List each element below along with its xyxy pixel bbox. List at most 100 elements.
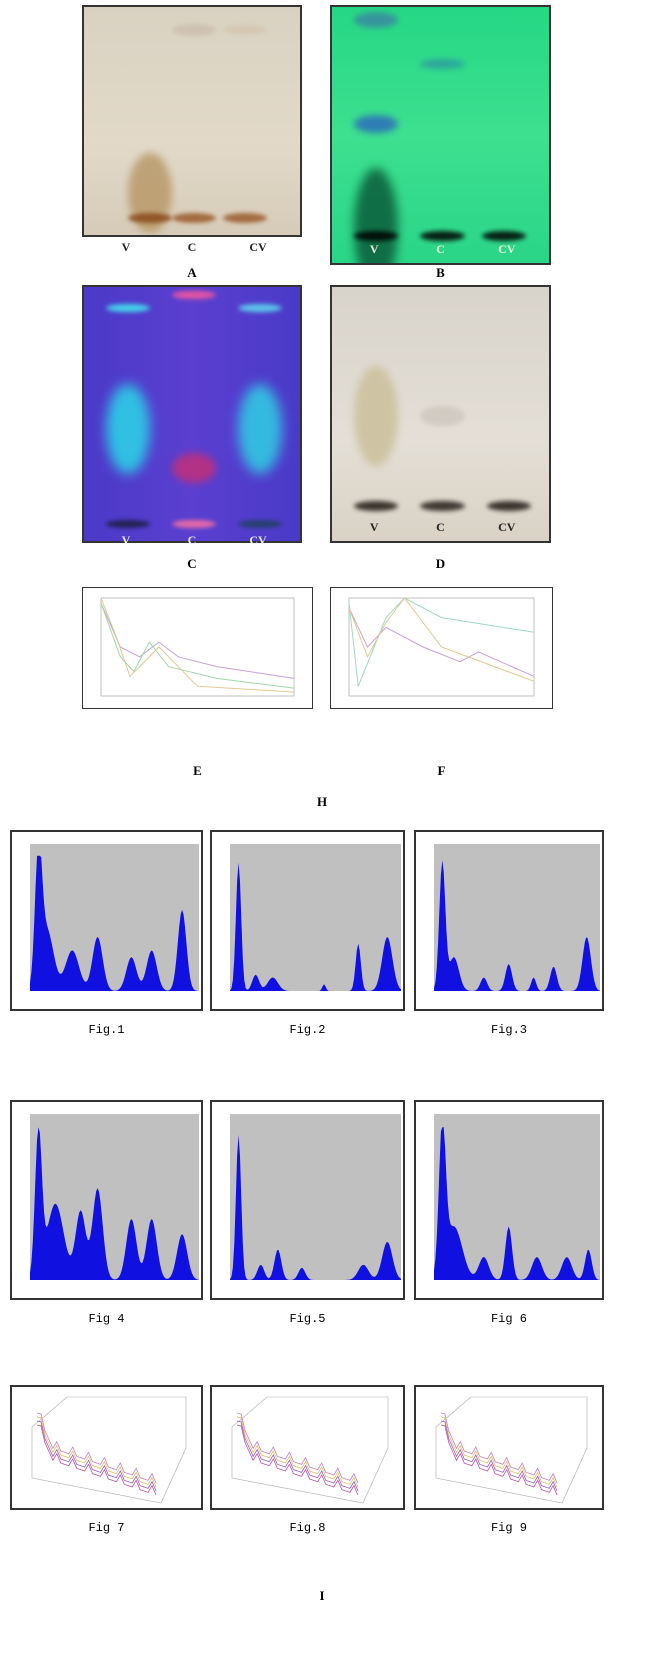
lane-label: CV: [249, 533, 267, 547]
densitogram-box: [414, 830, 604, 1011]
band: [172, 290, 216, 299]
band: [354, 501, 399, 512]
densitogram-plot: [435, 1396, 588, 1504]
band: [238, 303, 282, 312]
band: [222, 213, 267, 224]
tlc-plate: [330, 5, 551, 265]
band: [238, 520, 282, 529]
spectrum-curve: [348, 597, 535, 687]
lane-label: C: [436, 520, 445, 534]
trace-line: [440, 1420, 558, 1492]
band: [486, 501, 531, 512]
plot-area: [434, 844, 600, 991]
section-label: I: [319, 1588, 325, 1603]
trace-line: [440, 1424, 558, 1496]
trace-line: [440, 1416, 558, 1488]
figure-caption: Fig 6: [490, 1312, 527, 1326]
lane-label: V: [121, 533, 131, 547]
band: [354, 12, 399, 28]
lane-label: C: [436, 242, 445, 256]
densitogram-box: [10, 830, 203, 1011]
densitogram-box: [414, 1385, 604, 1510]
band: [106, 520, 150, 529]
peak-area: [30, 855, 199, 991]
band: [354, 168, 399, 263]
peak-area: [230, 1134, 401, 1280]
spectrum-curve: [100, 602, 295, 689]
densitogram-box: [210, 1100, 405, 1300]
figure-caption: Fig.8: [289, 1521, 326, 1535]
band: [354, 230, 399, 241]
band: [106, 303, 150, 312]
lane-label: CV: [498, 520, 516, 534]
figure-caption: Fig 9: [490, 1521, 527, 1535]
tlc-plate: [82, 285, 302, 543]
figure-caption: Fig 7: [88, 1521, 125, 1535]
densitogram-plot: [434, 1114, 600, 1280]
densitogram-plot: [31, 1396, 187, 1504]
figure-caption: Fig.1: [88, 1023, 125, 1037]
peak-area: [434, 860, 600, 991]
densitogram-box: [210, 830, 405, 1011]
trace-line: [236, 1424, 359, 1496]
band: [420, 406, 465, 426]
band: [172, 213, 216, 224]
spectrum-curve: [100, 597, 295, 693]
axis-frame: [435, 1396, 588, 1504]
axis-frame: [231, 1396, 389, 1504]
densitogram-plot: [230, 844, 401, 991]
lane-label: C: [187, 533, 197, 547]
band: [172, 452, 216, 483]
trace-line: [36, 1412, 157, 1484]
plot-frame: [348, 597, 535, 697]
band: [420, 501, 465, 512]
tlc-plate: [330, 285, 551, 543]
densitogram-plot: [30, 844, 199, 991]
panel-caption: D: [435, 556, 446, 571]
plot-frame: [100, 597, 295, 697]
spectrum-caption: E: [193, 763, 202, 778]
band: [106, 383, 150, 474]
trace-line: [440, 1412, 558, 1484]
band: [128, 213, 172, 224]
spectrum-box: [330, 587, 553, 709]
figure-caption: Fig.2: [289, 1023, 326, 1037]
densitogram-plot: [30, 1114, 199, 1280]
densitogram-box: [10, 1385, 203, 1510]
spectrum-plot: [100, 597, 295, 697]
densitogram-box: [414, 1100, 604, 1300]
spectrum-box: [82, 587, 313, 709]
band: [172, 520, 216, 529]
lane-label: C: [187, 240, 197, 254]
band: [354, 366, 399, 466]
band: [420, 230, 465, 241]
figure-caption: Fig.3: [490, 1023, 527, 1037]
panel-caption: A: [187, 265, 197, 280]
densitogram-box: [10, 1100, 203, 1300]
trace-line: [236, 1416, 359, 1488]
spectrum-plot: [348, 597, 535, 697]
section-label: H: [316, 794, 328, 809]
band: [420, 59, 465, 70]
peak-area: [230, 862, 401, 991]
band: [482, 230, 527, 241]
densitogram-plot: [230, 1114, 401, 1280]
trace-line: [36, 1424, 157, 1496]
tlc-plate: [82, 5, 302, 237]
trace-line: [36, 1420, 157, 1492]
band: [354, 115, 399, 133]
band: [222, 25, 267, 36]
panel-caption: B: [436, 265, 445, 280]
plot-area: [230, 844, 401, 991]
densitogram-box: [210, 1385, 405, 1510]
trace-line: [236, 1420, 359, 1492]
band: [172, 24, 216, 37]
plot-area: [230, 1114, 401, 1280]
lane-label: V: [369, 520, 379, 534]
panel-caption: C: [187, 556, 197, 571]
trace-line: [36, 1416, 157, 1488]
densitogram-plot: [434, 844, 600, 991]
spectrum-curve: [348, 597, 535, 682]
axis-frame: [31, 1396, 187, 1504]
